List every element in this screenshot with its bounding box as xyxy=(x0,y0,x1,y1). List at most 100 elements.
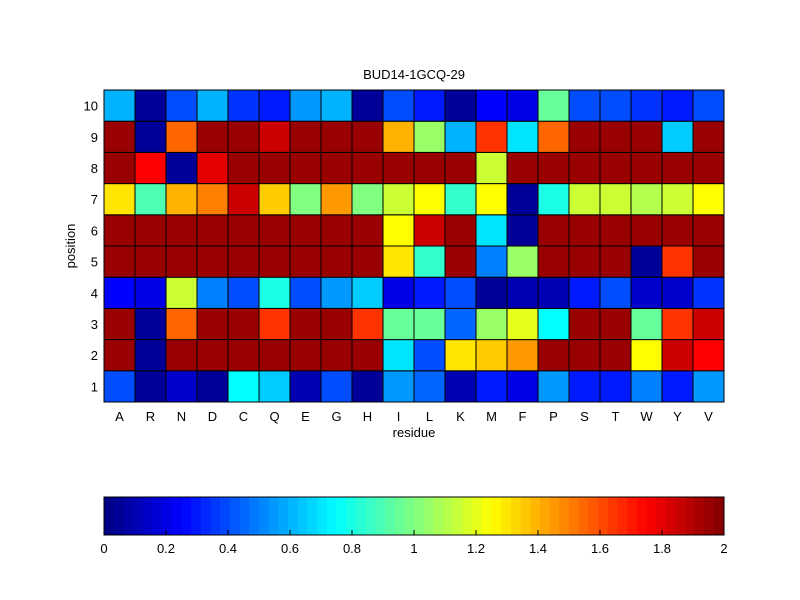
heatmap-cell-E-7 xyxy=(289,183,322,216)
heatmap-cell-C-4 xyxy=(227,276,260,309)
heatmap-cell-E-5 xyxy=(289,245,322,278)
heatmap-cell-W-3 xyxy=(630,307,663,341)
heatmap-cell-V-2 xyxy=(692,339,725,372)
heatmap-cell-Q-10 xyxy=(258,89,291,122)
heatmap-cell-L-8 xyxy=(413,151,446,185)
heatmap-cell-R-10 xyxy=(134,89,167,122)
colorbar-swatch xyxy=(142,497,153,535)
heatmap-cell-E-10 xyxy=(289,89,322,122)
x-tick-label: H xyxy=(363,409,372,424)
colorbar-swatch xyxy=(278,497,289,535)
heatmap-cell-W-4 xyxy=(630,276,663,309)
colorbar-swatch xyxy=(510,497,522,535)
heatmap-cell-V-1 xyxy=(692,370,725,403)
heatmap-cell-H-4 xyxy=(351,276,384,309)
heatmap-cell-D-5 xyxy=(196,245,229,278)
heatmap-cell-S-8 xyxy=(568,151,601,185)
heatmap-cell-H-6 xyxy=(351,214,384,247)
heatmap-cell-A-8 xyxy=(103,151,136,185)
colorbar-swatch xyxy=(588,497,599,535)
colorbar-swatch xyxy=(104,497,115,535)
x-tick-label: I xyxy=(397,409,401,424)
heatmap-cell-T-7 xyxy=(599,183,632,216)
x-tick-label: A xyxy=(115,409,124,424)
heatmap-cell-P-3 xyxy=(537,307,570,341)
heatmap-cell-P-5 xyxy=(537,245,570,278)
colorbar-swatch xyxy=(414,497,425,535)
colorbar-swatch xyxy=(607,497,618,535)
heatmap-cell-H-1 xyxy=(351,370,384,403)
heatmap-cell-R-1 xyxy=(134,370,167,403)
heatmap-cell-V-8 xyxy=(692,151,725,185)
heatmap-cell-Y-10 xyxy=(661,89,694,122)
colorbar-swatch xyxy=(675,497,686,535)
heatmap-cell-K-8 xyxy=(444,151,477,185)
x-tick-label: N xyxy=(177,409,186,424)
x-tick-label: C xyxy=(239,409,248,424)
heatmap-cell-P-9 xyxy=(537,120,570,153)
heatmap-cell-A-1 xyxy=(103,370,136,403)
x-tick-label: D xyxy=(208,409,217,424)
heatmap-cell-D-7 xyxy=(196,183,229,216)
heatmap-cell-F-5 xyxy=(506,245,539,278)
heatmap-cell-C-10 xyxy=(227,89,260,122)
heatmap-cell-C-8 xyxy=(227,151,260,185)
heatmap-cell-E-3 xyxy=(289,307,322,341)
heatmap-cell-C-3 xyxy=(227,307,260,341)
heatmap-cell-I-8 xyxy=(382,151,415,185)
x-tick-label: Q xyxy=(269,409,279,424)
colorbar-swatch xyxy=(229,497,241,535)
colorbar-tick-label: 0.6 xyxy=(281,541,299,556)
colorbar-swatch xyxy=(365,497,376,535)
heatmap-cell-K-7 xyxy=(444,183,477,216)
heatmap-cell-F-8 xyxy=(506,151,539,185)
colorbar-tick-label: 0.2 xyxy=(157,541,175,556)
heatmap-cell-C-5 xyxy=(227,245,260,278)
y-tick-label: 4 xyxy=(91,286,98,301)
heatmap-cell-R-8 xyxy=(134,151,167,185)
heatmap-cell-A-10 xyxy=(103,89,136,122)
heatmap-cell-M-2 xyxy=(475,339,508,372)
colorbar-swatch xyxy=(714,497,725,535)
heatmap-cell-V-3 xyxy=(692,307,725,341)
heatmap-cell-S-5 xyxy=(568,245,601,278)
colorbar-swatch xyxy=(578,497,589,535)
heatmap-cell-Q-4 xyxy=(258,276,291,309)
heatmap-cell-C-6 xyxy=(227,214,260,247)
heatmap-cell-G-5 xyxy=(320,245,353,278)
heatmap-cell-I-7 xyxy=(382,183,415,216)
colorbar-swatch xyxy=(297,497,308,535)
heatmap-cell-M-5 xyxy=(475,245,508,278)
colorbar-swatch xyxy=(394,497,405,535)
heatmap-cell-L-10 xyxy=(413,89,446,122)
y-tick-label: 10 xyxy=(84,99,98,114)
heatmap-cell-K-4 xyxy=(444,276,477,309)
colorbar-tick-label: 1.8 xyxy=(653,541,671,556)
heatmap-cell-L-5 xyxy=(413,245,446,278)
x-tick-label: L xyxy=(426,409,433,424)
heatmap-cell-N-2 xyxy=(165,339,198,372)
y-tick-label: 3 xyxy=(91,317,98,332)
heatmap-cell-L-2 xyxy=(413,339,446,372)
heatmap-cell-F-10 xyxy=(506,89,539,122)
heatmap-cell-D-6 xyxy=(196,214,229,247)
heatmap-cell-S-6 xyxy=(568,214,601,247)
colorbar-swatch xyxy=(520,497,531,535)
colorbar-swatch xyxy=(462,497,473,535)
colorbar-tick-label: 1.6 xyxy=(591,541,609,556)
heatmap-cell-Q-5 xyxy=(258,245,291,278)
heatmap-cell-W-10 xyxy=(630,89,663,122)
colorbar-swatch xyxy=(656,497,667,535)
heatmap-cell-K-2 xyxy=(444,339,477,372)
heatmap-cell-N-5 xyxy=(165,245,198,278)
colorbar-swatch xyxy=(200,497,212,535)
colorbar-swatch xyxy=(259,497,270,535)
heatmap-cell-L-4 xyxy=(413,276,446,309)
heatmap-cell-M-8 xyxy=(475,151,508,185)
colorbar-swatch xyxy=(384,497,396,535)
heatmap-cell-Q-1 xyxy=(258,370,291,403)
heatmap-cell-I-5 xyxy=(382,245,415,278)
colorbar-swatch xyxy=(375,497,386,535)
x-tick-label: G xyxy=(331,409,341,424)
